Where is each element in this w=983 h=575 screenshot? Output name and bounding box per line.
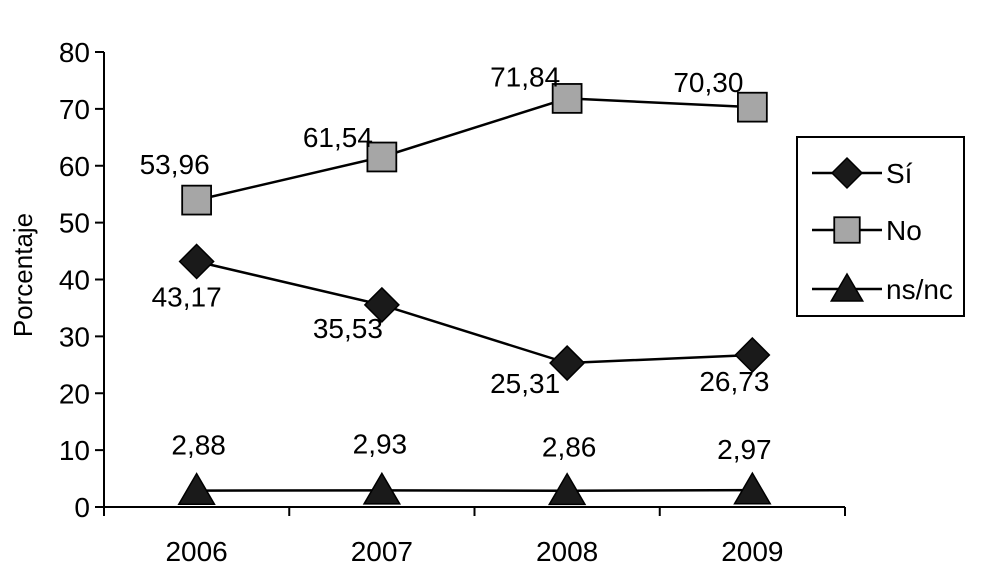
legend-label: No — [886, 215, 922, 246]
data-label: 2,97 — [717, 434, 772, 465]
x-tick-label: 2009 — [721, 536, 783, 567]
y-tick-label: 40 — [59, 265, 90, 296]
y-tick-label: 60 — [59, 151, 90, 182]
y-axis-ticks: 0 10 20 30 40 50 60 70 80 — [59, 37, 104, 523]
series-2: 53,96 61,54 71,84 70,30 — [140, 61, 768, 216]
data-point — [733, 471, 772, 505]
data-point — [177, 472, 216, 505]
legend-item: No — [812, 215, 922, 246]
y-tick-label: 20 — [59, 378, 90, 409]
series-line — [196, 260, 753, 365]
data-point — [362, 471, 402, 505]
y-tick-label: 0 — [74, 492, 90, 523]
data-label: 26,73 — [699, 366, 769, 397]
data-point — [547, 472, 587, 506]
data-label: 2,86 — [542, 432, 597, 463]
data-point — [551, 83, 583, 114]
y-tick-label: 50 — [59, 208, 90, 239]
legend-label: Sí — [886, 158, 913, 189]
data-label: 2,88 — [171, 430, 226, 461]
series-1: 43,17 35,53 25,31 26,73 — [152, 243, 771, 399]
data-point — [737, 91, 768, 123]
legend-marker — [833, 216, 861, 244]
x-tick-label: 2007 — [351, 536, 413, 567]
data-label: 53,96 — [140, 149, 210, 180]
data-label: 2,93 — [353, 428, 408, 459]
data-point — [366, 141, 398, 173]
data-point — [181, 184, 212, 216]
data-label: 35,53 — [313, 313, 383, 344]
y-tick-label: 70 — [59, 94, 90, 125]
x-axis-ticks: 2006 2007 2008 2009 — [103, 507, 846, 567]
y-tick-label: 30 — [59, 321, 90, 352]
series-layer: 43,17 35,53 25,31 26,73 53,96 61,54 71,84 70,30… — [140, 61, 772, 506]
data-label: 61,54 — [303, 122, 373, 153]
data-point — [363, 286, 400, 323]
legend-box — [796, 136, 965, 317]
y-tick-label: 80 — [59, 37, 90, 68]
data-point — [178, 243, 215, 280]
data-point — [734, 336, 771, 374]
data-label: 43,17 — [152, 281, 222, 312]
legend-marker — [830, 156, 864, 190]
y-tick-label: 10 — [59, 435, 90, 466]
legend-label: ns/nc — [886, 274, 953, 305]
y-axis-title: Porcentaje — [8, 213, 38, 337]
legend-item: ns/nc — [812, 272, 953, 305]
legend-item: Sí — [812, 156, 913, 190]
data-label: 71,84 — [490, 61, 560, 92]
data-label: 70,30 — [673, 67, 743, 98]
legend-marker — [829, 272, 865, 302]
series-line — [196, 97, 753, 202]
legend: Sí No ns/nc — [796, 136, 965, 317]
series-3: 2,88 2,93 2,86 2,97 — [171, 428, 772, 506]
x-tick-label: 2006 — [165, 536, 227, 567]
data-point — [549, 344, 586, 382]
x-tick-label: 2008 — [536, 536, 598, 567]
series-line — [196, 488, 753, 492]
data-label: 25,31 — [490, 368, 560, 399]
